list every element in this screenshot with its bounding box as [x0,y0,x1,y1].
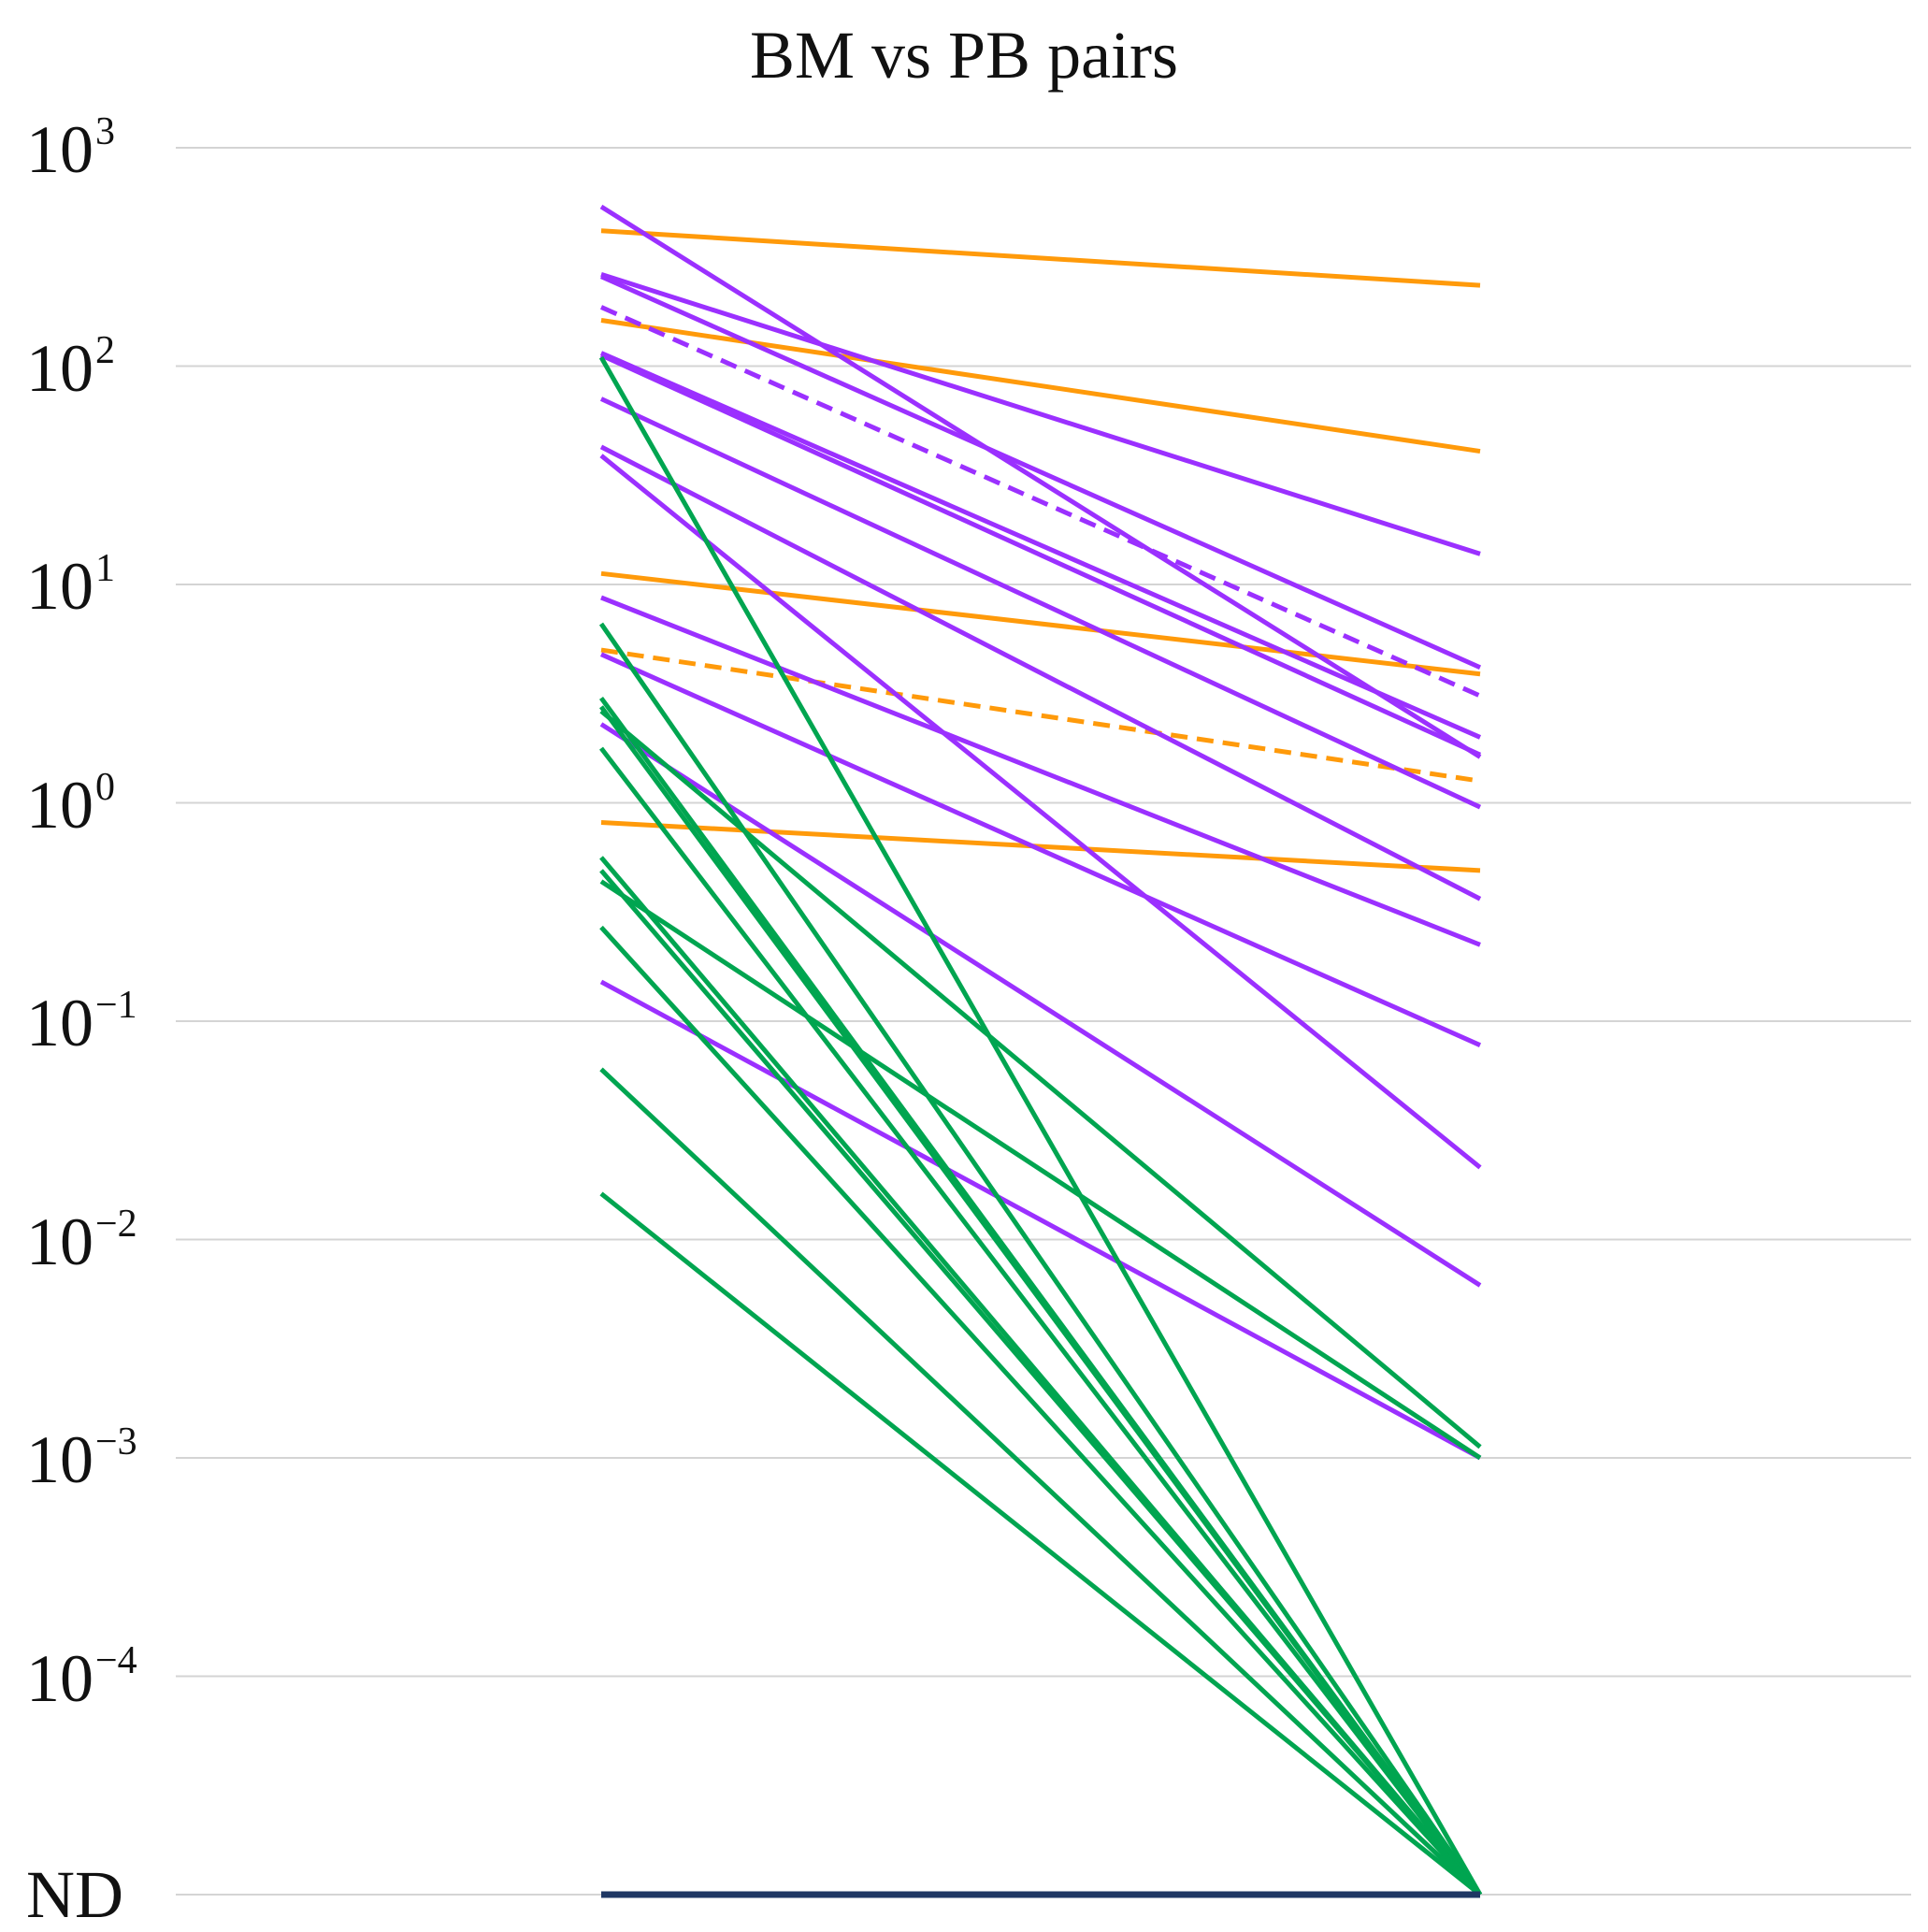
y-tick-base: 10 [26,112,94,187]
y-tick-label: ND [26,1861,166,1928]
series-line-purple [599,979,1482,1461]
series-line-orange [600,647,1481,784]
series-line-purple [599,305,1482,699]
y-tick-exponent: −2 [95,1202,137,1246]
y-tick-exponent: 3 [95,110,115,153]
y-tick-base: 10 [26,330,94,406]
y-tick-label: 10−4 [26,1641,166,1712]
y-tick-label: 102 [26,331,166,402]
chart-title: BM vs PB pairs [749,18,1179,93]
series-line-purple [600,272,1481,556]
series-line-green [599,869,1482,1896]
y-tick-base: 10 [26,1204,94,1279]
series-line-purple [600,595,1481,947]
y-tick-exponent: −1 [95,984,137,1027]
series-line-purple [599,351,1482,740]
y-tick-label: 10−2 [26,1204,166,1276]
series-line-green [599,879,1482,1461]
y-tick-label: 10−3 [26,1422,166,1493]
series-line-orange [600,570,1481,677]
y-tick-base: ND [26,1857,123,1932]
series-line-purple [599,396,1482,810]
y-tick-label: 103 [26,112,166,183]
y-tick-exponent: −4 [95,1638,137,1682]
series-line-purple [599,454,1482,1170]
series-line-purple [599,353,1482,757]
series-line-green [599,1191,1482,1896]
series-line-purple [599,722,1482,1288]
y-tick-label: 101 [26,549,166,620]
series-line-orange [600,228,1481,288]
y-tick-base: 10 [26,986,94,1060]
y-tick-exponent: 1 [95,547,115,590]
series-line-green [598,705,1483,1896]
y-tick-base: 10 [26,1422,94,1497]
series-line-orange [600,820,1481,873]
y-tick-base: 10 [26,1640,94,1716]
series-line-green [598,355,1483,1896]
series-line-green [599,925,1482,1896]
series-line-purple [599,274,1482,670]
series-line-purple [599,652,1482,1047]
y-tick-base: 10 [26,767,94,843]
series-line-orange [600,317,1481,454]
y-tick-label: 100 [26,768,166,839]
y-tick-exponent: −3 [95,1420,137,1463]
y-tick-exponent: 2 [95,328,115,372]
series-line-purple [599,444,1482,901]
series-line-green [599,746,1482,1896]
series-line-green [599,709,1482,1449]
y-tick-label: 10−1 [26,986,166,1057]
series-line-purple [599,204,1482,759]
y-tick-exponent: 0 [95,765,115,809]
series-line-green [599,1067,1482,1896]
y-tick-base: 10 [26,549,94,624]
